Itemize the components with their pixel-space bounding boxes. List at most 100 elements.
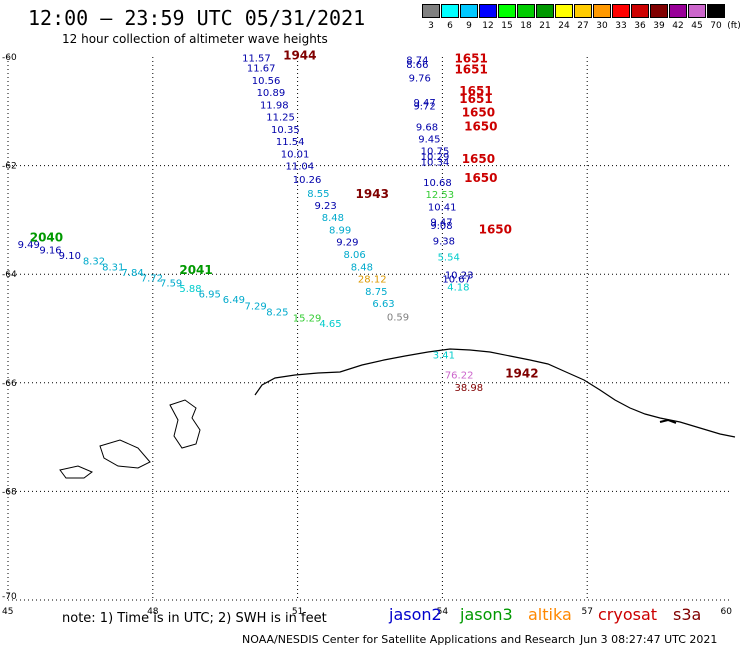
track-time-label: 1650	[462, 152, 495, 166]
swh-value-label: 10.89	[257, 88, 286, 99]
satellite-cryosat: cryosat	[598, 605, 658, 624]
legend-label: 39	[653, 21, 665, 31]
swh-value-label: 9.72	[413, 102, 435, 113]
axis-tick-labels: 45 48 51 54 57 60 -60 -62 -64 -66 -68 -70	[2, 53, 732, 617]
legend-swatch	[707, 4, 725, 18]
island-4	[659, 418, 677, 424]
swh-value-label: 9.38	[433, 236, 455, 247]
legend-swatch	[441, 4, 459, 18]
legend-swatch	[631, 4, 649, 18]
swh-value-label: 6.63	[372, 299, 394, 310]
swh-value-label: 9.08	[430, 221, 452, 232]
legend-swatch	[650, 4, 668, 18]
swh-value-label: 9.23	[314, 201, 336, 212]
swh-value-label: 38.98	[454, 383, 483, 394]
legend-swatch	[593, 4, 611, 18]
footer-note: note: 1) Time is in UTC; 2) SWH is in fe…	[62, 611, 327, 626]
coastline	[254, 348, 736, 438]
legend-label: 36	[634, 21, 646, 31]
swh-value-label: 7.72	[141, 273, 163, 284]
legend-label: 70	[710, 21, 722, 31]
island-2	[99, 439, 151, 469]
lon-tick-label: 57	[581, 607, 592, 617]
legend-label: 9	[466, 21, 472, 31]
legend-label: 6	[447, 21, 453, 31]
lon-tick-label: 48	[147, 607, 159, 617]
legend-swatch	[536, 4, 554, 18]
swh-value-label: 8.48	[322, 213, 344, 224]
track-time-labels: 1944194319422040204116511651165116511650…	[30, 49, 539, 381]
track-time-label: 2041	[179, 263, 212, 277]
track-time-label: 1944	[283, 49, 316, 63]
swh-value-label: 10.23	[445, 271, 474, 282]
swh-value-label: 6.49	[223, 295, 245, 306]
legend-label: 3	[428, 21, 434, 31]
swh-value-label: 3.41	[433, 350, 455, 361]
swh-value-label: 9.16	[39, 246, 61, 257]
legend-swatch	[460, 4, 478, 18]
legend-label: 33	[615, 21, 627, 31]
swh-value-label: 8.74	[406, 56, 428, 67]
legend-unit: (ft)	[727, 21, 740, 31]
swh-value-label: 10.56	[252, 76, 281, 87]
swh-value-label: 5.54	[438, 253, 460, 264]
track-time-label: 1650	[464, 119, 497, 133]
swh-value-label: 11.04	[286, 161, 315, 172]
swh-value-label: 5.88	[179, 284, 201, 295]
lon-tick-label: 45	[2, 607, 13, 617]
legend-swatch	[612, 4, 630, 18]
swh-value-label: 9.49	[18, 240, 40, 251]
track-time-label: 1651	[459, 92, 492, 106]
lat-tick-label: -66	[2, 379, 17, 389]
lat-tick-label: -70	[2, 592, 17, 602]
legend-swatch	[422, 4, 440, 18]
swh-value-label: 11.98	[260, 101, 289, 112]
island-3	[59, 465, 93, 479]
page-subtitle: 12 hour collection of altimeter wave hei…	[62, 32, 328, 46]
lon-tick-label: 51	[292, 607, 303, 617]
legend-swatch	[688, 4, 706, 18]
swh-value-label: 10.34	[421, 158, 450, 169]
legend-swatch	[669, 4, 687, 18]
legend-label: 15	[501, 21, 513, 31]
swh-value-label: 9.76	[409, 73, 431, 84]
lat-tick-label: -64	[2, 270, 17, 280]
lat-tick-label: -62	[2, 162, 17, 172]
swh-value-label: 9.68	[416, 122, 438, 133]
swh-value-label: 10.75	[421, 147, 450, 158]
swh-value-label: 10.41	[428, 203, 457, 214]
swh-value-label: 11.25	[266, 113, 295, 124]
track-time-label: 1651	[454, 62, 487, 76]
legend-label: 21	[539, 21, 551, 31]
swh-value-label: 8.66	[406, 60, 428, 71]
swh-value-label: 8.32	[83, 256, 105, 267]
lon-tick-label: 60	[721, 607, 733, 617]
track-time-label: 1650	[464, 171, 497, 185]
legend-label: 27	[577, 21, 589, 31]
satellite-altika: altika	[528, 605, 572, 624]
satellite-jason2: jason2	[389, 605, 442, 624]
legend-label: 18	[520, 21, 532, 31]
footer-credit: NOAA/NESDIS Center for Satellite Applica…	[242, 633, 576, 646]
satellite-s3a: s3a	[673, 605, 702, 624]
page-title: 12:00 – 23:59 UTC 05/31/2021	[28, 6, 366, 30]
swh-value-label: 4.65	[319, 319, 341, 330]
swh-value-label: 10.29	[421, 152, 450, 163]
swh-value-label: 11.54	[276, 137, 305, 148]
swh-value-label: 9.47	[413, 98, 435, 109]
lon-tick-label: 54	[437, 607, 449, 617]
lat-tick-label: -68	[2, 487, 17, 497]
swh-value-label: 8.31	[102, 262, 124, 273]
swh-value-label: 8.99	[329, 225, 351, 236]
legend-swatch	[479, 4, 497, 18]
swh-value-label: 9.10	[59, 251, 81, 262]
satellite-jason3: jason3	[460, 605, 513, 624]
swh-value-label: 0.59	[387, 312, 409, 323]
swh-value-label: 9.45	[418, 134, 440, 145]
track-time-label: 1651	[459, 84, 492, 98]
swh-value-label: 7.84	[121, 268, 143, 279]
swh-value-label: 15.29	[293, 313, 322, 324]
legend-label: 24	[558, 21, 570, 31]
swh-value-label: 10.68	[423, 178, 452, 189]
